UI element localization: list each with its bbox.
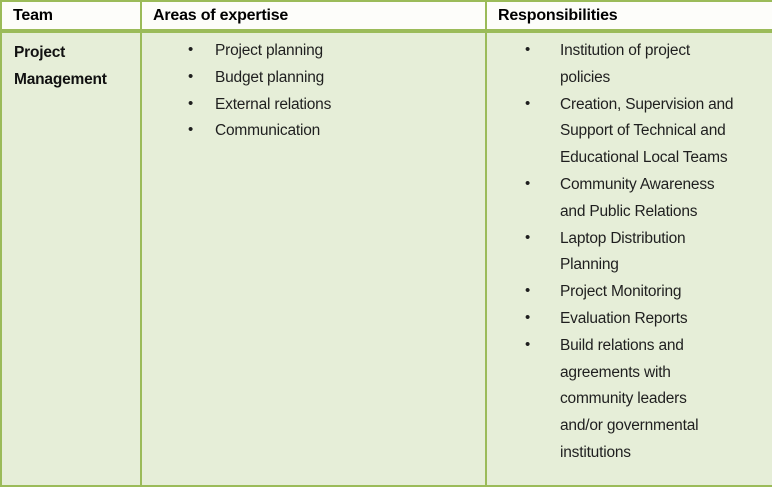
area-list-item: Communication [142,117,477,145]
responsibility-list-item: Evaluation Reports [487,305,764,333]
responsibility-list-item: Project Monitoring [487,278,764,306]
responsibility-list-item: Laptop Distribution Planning [487,225,764,280]
responsibility-list-item: Institution of project policies [487,37,764,92]
area-list-item: Project planning [142,37,477,65]
area-list-item: Budget planning [142,64,477,92]
responsibility-list-item: Community Awareness and Public Relations [487,171,764,226]
responsibility-list-item: Build relations and agreements with comm… [487,332,764,467]
responsibilities-cell: Institution of project policiesCreation,… [485,30,772,487]
column-header-responsibilities: Responsibilities [485,0,772,33]
table-header-row: Team Areas of expertise Responsibilities [0,0,772,33]
team-name-cell: Project Management [0,30,142,487]
responsibilities-list: Institution of project policiesCreation,… [487,33,772,467]
areas-list: Project planningBudget planningExternal … [142,33,485,145]
column-header-areas-of-expertise: Areas of expertise [140,0,487,33]
areas-of-expertise-cell: Project planningBudget planningExternal … [140,30,487,487]
column-header-team: Team [0,0,142,33]
table-row: Project Management Project planningBudge… [0,30,772,487]
area-list-item: External relations [142,91,477,119]
responsibility-list-item: Creation, Supervision and Support of Tec… [487,91,764,172]
